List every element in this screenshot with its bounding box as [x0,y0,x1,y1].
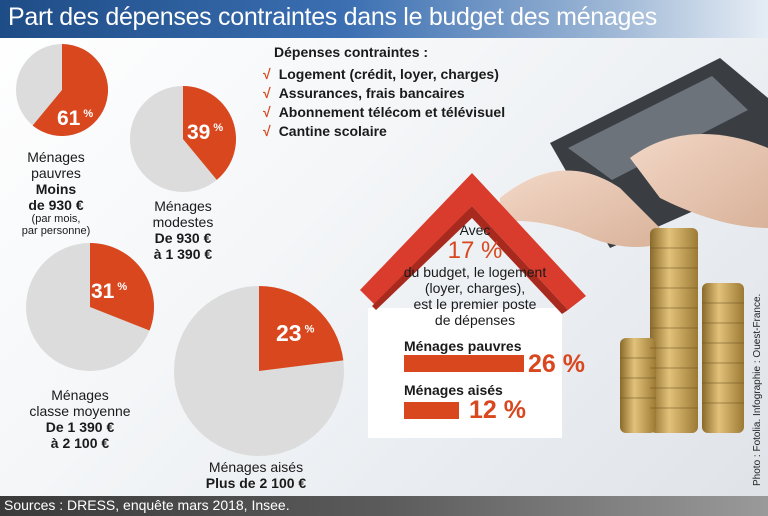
group-pauvres-label: Ménages pauvres Moins de 930 € (par mois… [21,149,91,237]
legend-title: Dépenses contraintes : [274,44,429,60]
check-icon: √ [263,123,271,139]
pie-moyenne-slice [90,243,154,331]
pie-label-pauvres: 61 % [57,107,94,130]
group-moyenne-label: Ménages classe moyenne De 1 390 € à 2 10… [29,387,131,451]
pie-label-modestes: 39 % [187,121,224,144]
bar-aises [404,402,460,419]
group-aises-label: Ménages aisés Plus de 2 100 € [205,459,307,491]
pie-modestes-slice [183,86,236,180]
pie-pauvres-slice [32,44,108,136]
legend-item: √ Cantine scolaire [263,123,387,139]
house-text: Avec 17 % du budget, le logement (loyer,… [385,222,565,328]
chart-title: Part des dépenses contraintes dans le bu… [8,3,657,31]
title-bar: Part des dépenses contraintes dans le bu… [0,0,768,38]
bar-label-aises: Ménages aisés [404,382,503,398]
hand-icon [500,170,670,248]
pie-label-aises: 23 % [276,320,315,346]
coin-stacks-icon [620,228,744,433]
legend-item: √ Assurances, frais bancaires [263,85,465,101]
bar-label-pauvres: Ménages pauvres [404,338,522,354]
pie-aises-slice [259,286,344,371]
source-text: Sources : DRESS, enquête mars 2018, Inse… [4,497,290,513]
house-highlight: 17 % [447,237,503,264]
bar-value-pauvres: 26 % [528,350,585,378]
pie-label-moyenne: 31 % [91,280,128,303]
bar-value-aises: 12 % [469,396,526,424]
group-modestes-label: Ménages modestes De 930 € à 1 390 € [152,198,214,262]
photo-credit: Photo : Fotolia. Infographie : Ouest-Fra… [752,293,763,486]
check-icon: √ [263,104,271,120]
check-icon: √ [263,66,271,82]
legend-item: √ Logement (crédit, loyer, charges) [263,66,499,82]
legend-item: √ Abonnement télécom et télévisuel [263,104,506,120]
source-bar: Sources : DRESS, enquête mars 2018, Inse… [0,496,768,516]
check-icon: √ [263,85,271,101]
bar-pauvres [404,355,524,372]
